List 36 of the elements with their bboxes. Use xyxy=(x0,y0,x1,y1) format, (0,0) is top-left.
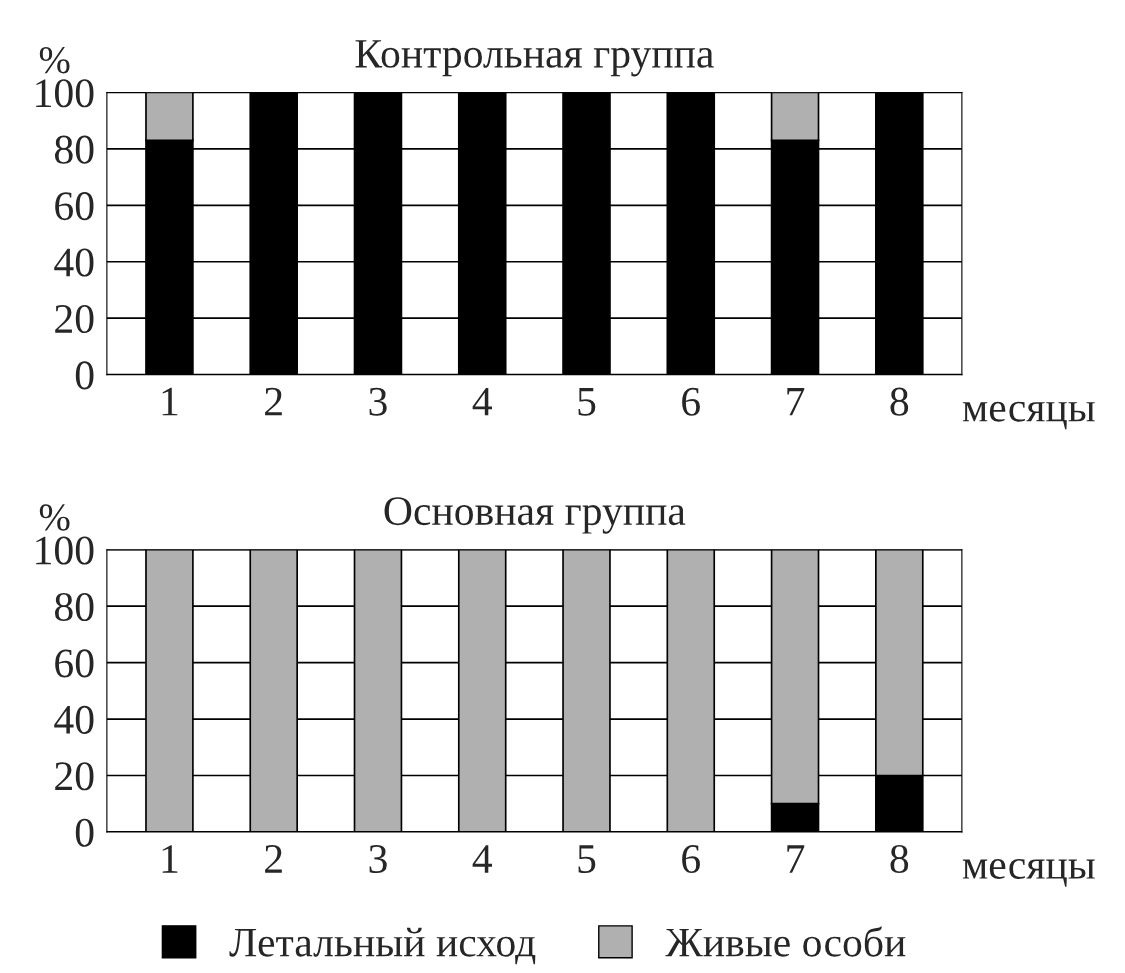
x-tick-label: 7 xyxy=(787,845,805,873)
x-tick-label: 7 xyxy=(787,388,805,416)
x-tick-label: 3 xyxy=(369,845,387,874)
y-tick-label: 20 xyxy=(55,762,94,791)
x-tick-label: 6 xyxy=(682,845,700,874)
y-tick-label: 100 xyxy=(36,79,94,108)
chart-title: Контрольная группа xyxy=(355,40,714,77)
x-axis-title: месяцы xyxy=(962,858,1095,887)
y-axis-title: % xyxy=(39,47,70,74)
x-tick-label: 6 xyxy=(682,387,700,416)
y-tick-label: 60 xyxy=(55,649,94,678)
x-tick-label: 1 xyxy=(162,387,178,416)
x-tick-label: 2 xyxy=(265,387,282,416)
y-axis-title: % xyxy=(39,504,70,531)
y-tick-label: 40 xyxy=(54,705,94,734)
x-tick-label: 5 xyxy=(578,845,596,874)
x-tick-label: 1 xyxy=(162,845,178,873)
y-tick-label: 80 xyxy=(54,135,94,164)
x-axis-title: месяцы xyxy=(962,401,1095,430)
y-tick-label: 60 xyxy=(55,192,94,221)
y-tick-label: 20 xyxy=(55,304,94,334)
x-tick-label: 4 xyxy=(472,845,493,873)
legend-label: Летальный исход xyxy=(229,927,536,965)
y-tick-label: 0 xyxy=(75,818,94,847)
x-tick-label: 5 xyxy=(578,388,596,416)
y-tick-label: 80 xyxy=(54,592,94,622)
x-tick-label: 3 xyxy=(369,387,387,416)
legend-label: Живые особи xyxy=(665,926,906,957)
chart-title: Основная группа xyxy=(384,497,686,534)
x-tick-label: 4 xyxy=(472,387,493,416)
x-tick-label: 8 xyxy=(890,844,909,874)
x-tick-label: 8 xyxy=(890,387,909,416)
y-tick-label: 100 xyxy=(36,536,94,565)
y-tick-label: 0 xyxy=(75,361,94,390)
y-tick-label: 40 xyxy=(54,248,94,277)
x-tick-label: 2 xyxy=(265,845,282,873)
